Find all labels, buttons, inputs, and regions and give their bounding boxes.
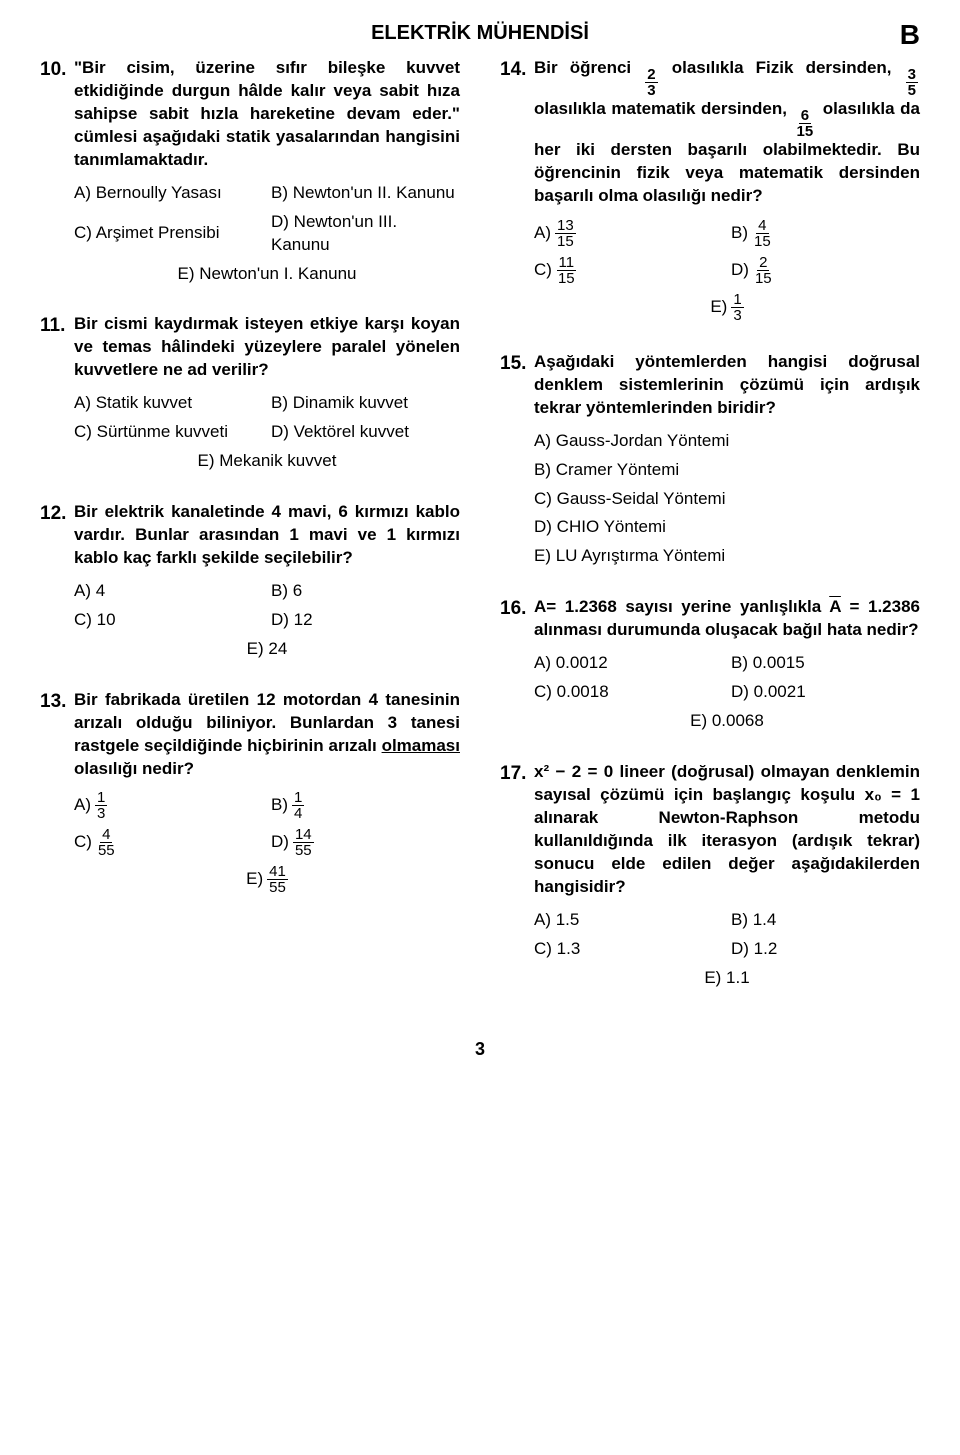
q13-choice-b: B) 14 — [271, 790, 460, 821]
q11-text: Bir cismi kaydırmak isteyen etkiye karşı… — [74, 313, 460, 382]
q15-choice-c: C) Gauss-Seidal Yöntemi — [534, 488, 920, 511]
q15-text: Aşağıdaki yöntemlerden hangisi doğrusal … — [534, 351, 920, 420]
q16-choice-e: E) 0.0068 — [690, 710, 764, 733]
fraction-icon: 1115 — [556, 255, 577, 286]
q11-choice-d: D) Vektörel kuvvet — [271, 421, 460, 444]
q14-choice-d: D) 215 — [731, 255, 920, 286]
fraction-icon: 455 — [96, 827, 117, 858]
q10-choice-d: D) Newton'un III. Kanunu — [271, 211, 460, 257]
left-column: 10. "Bir cisim, üzerine sıfır bileşke ku… — [40, 57, 460, 1017]
fraction-icon: 415 — [752, 218, 773, 249]
q15-choice-b: B) Cramer Yöntemi — [534, 459, 920, 482]
q17-choice-d: D) 1.2 — [731, 938, 920, 961]
right-column: 14. Bir öğrenci 23 olasılıkla Fizik ders… — [500, 57, 920, 1017]
fraction-icon: 13 — [731, 292, 743, 323]
booklet-code: B — [900, 16, 920, 54]
q13-underlined: olmaması — [382, 736, 460, 755]
q11-choice-e: E) Mekanik kuvvet — [198, 450, 337, 473]
q17-choice-c: C) 1.3 — [534, 938, 723, 961]
fraction-icon: 1455 — [293, 827, 314, 858]
q12-text: Bir elektrik kanaletinde 4 mavi, 6 kırmı… — [74, 501, 460, 570]
q12-choice-d: D) 12 — [271, 609, 460, 632]
fraction-icon: 4155 — [267, 864, 288, 895]
q12-choice-c: C) 10 — [74, 609, 263, 632]
question-16: 16. A= 1.2368 sayısı yerine yanlışlıkla … — [500, 596, 920, 733]
q10-choice-c: C) Arşimet Prensibi — [74, 211, 263, 257]
q16-choice-c: C) 0.0018 — [534, 681, 723, 704]
q11-choice-c: C) Sürtünme kuvveti — [74, 421, 263, 444]
q12-choice-a: A) 4 — [74, 580, 263, 603]
question-15: 15. Aşağıdaki yöntemlerden hangisi doğru… — [500, 351, 920, 569]
q15-choice-d: D) CHIO Yöntemi — [534, 516, 920, 539]
q13-text-post: olasılığı nedir? — [74, 759, 194, 778]
q16-choice-d: D) 0.0021 — [731, 681, 920, 704]
q17-choice-e: E) 1.1 — [704, 967, 749, 990]
fraction-icon: 13 — [95, 790, 107, 821]
q15-choice-a: A) Gauss-Jordan Yöntemi — [534, 430, 920, 453]
fraction-icon: 1315 — [555, 218, 576, 249]
q13-choice-d: D) 1455 — [271, 827, 460, 858]
question-10: 10. "Bir cisim, üzerine sıfır bileşke ku… — [40, 57, 460, 285]
question-17: 17. x² − 2 = 0 lineer (doğrusal) olmayan… — [500, 761, 920, 989]
fraction-icon: 35 — [906, 67, 918, 98]
q16-choice-a: A) 0.0012 — [534, 652, 723, 675]
q13-number: 13. — [40, 689, 74, 715]
fraction-icon: 615 — [795, 108, 816, 139]
q10-choice-b: B) Newton'un II. Kanunu — [271, 182, 460, 205]
q13-choice-a: A) 13 — [74, 790, 263, 821]
q11-choice-a: A) Statik kuvvet — [74, 392, 263, 415]
a-bar: A — [829, 597, 841, 616]
page-number: 3 — [40, 1037, 920, 1061]
q11-number: 11. — [40, 313, 74, 339]
q12-choice-b: B) 6 — [271, 580, 460, 603]
q17-number: 17. — [500, 761, 534, 787]
question-11: 11. Bir cismi kaydırmak isteyen etkiye k… — [40, 313, 460, 473]
q12-choice-e: E) 24 — [247, 638, 288, 661]
question-12: 12. Bir elektrik kanaletinde 4 mavi, 6 k… — [40, 501, 460, 661]
q16-choice-b: B) 0.0015 — [731, 652, 920, 675]
q14-choice-c: C) 1115 — [534, 255, 723, 286]
q12-number: 12. — [40, 501, 74, 527]
q10-choice-a: A) Bernoully Yasası — [74, 182, 263, 205]
q17-choice-b: B) 1.4 — [731, 909, 920, 932]
q14-text: Bir öğrenci 23 olasılıkla Fizik dersinde… — [534, 57, 920, 208]
q10-number: 10. — [40, 57, 74, 83]
q14-choice-b: B) 415 — [731, 218, 920, 249]
q10-choice-e: E) Newton'un I. Kanunu — [177, 263, 356, 286]
q17-choice-a: A) 1.5 — [534, 909, 723, 932]
q11-choice-b: B) Dinamik kuvvet — [271, 392, 460, 415]
q16-text: A= 1.2368 sayısı yerine yanlışlıkla A = … — [534, 596, 920, 642]
q15-choice-e: E) LU Ayrıştırma Yöntemi — [534, 545, 920, 568]
fraction-icon: 215 — [753, 255, 774, 286]
q13-choice-e: E) 4155 — [246, 864, 288, 895]
page-title: ELEKTRİK MÜHENDİSİ — [371, 22, 589, 44]
fraction-icon: 14 — [292, 790, 304, 821]
question-13: 13. Bir fabrikada üretilen 12 motordan 4… — [40, 689, 460, 896]
q16-number: 16. — [500, 596, 534, 622]
page-header: ELEKTRİK MÜHENDİSİ B — [40, 20, 920, 47]
q14-choice-e: E) 13 — [710, 292, 743, 323]
question-14: 14. Bir öğrenci 23 olasılıkla Fizik ders… — [500, 57, 920, 323]
q14-choice-a: A) 1315 — [534, 218, 723, 249]
fraction-icon: 23 — [645, 67, 657, 98]
q14-number: 14. — [500, 57, 534, 83]
two-column-layout: 10. "Bir cisim, üzerine sıfır bileşke ku… — [40, 57, 920, 1017]
q13-choice-c: C) 455 — [74, 827, 263, 858]
q10-text: "Bir cisim, üzerine sıfır bileşke kuvvet… — [74, 57, 460, 172]
q13-text: Bir fabrikada üretilen 12 motordan 4 tan… — [74, 689, 460, 781]
q17-text: x² − 2 = 0 lineer (doğrusal) olmayan den… — [534, 761, 920, 899]
q15-number: 15. — [500, 351, 534, 377]
